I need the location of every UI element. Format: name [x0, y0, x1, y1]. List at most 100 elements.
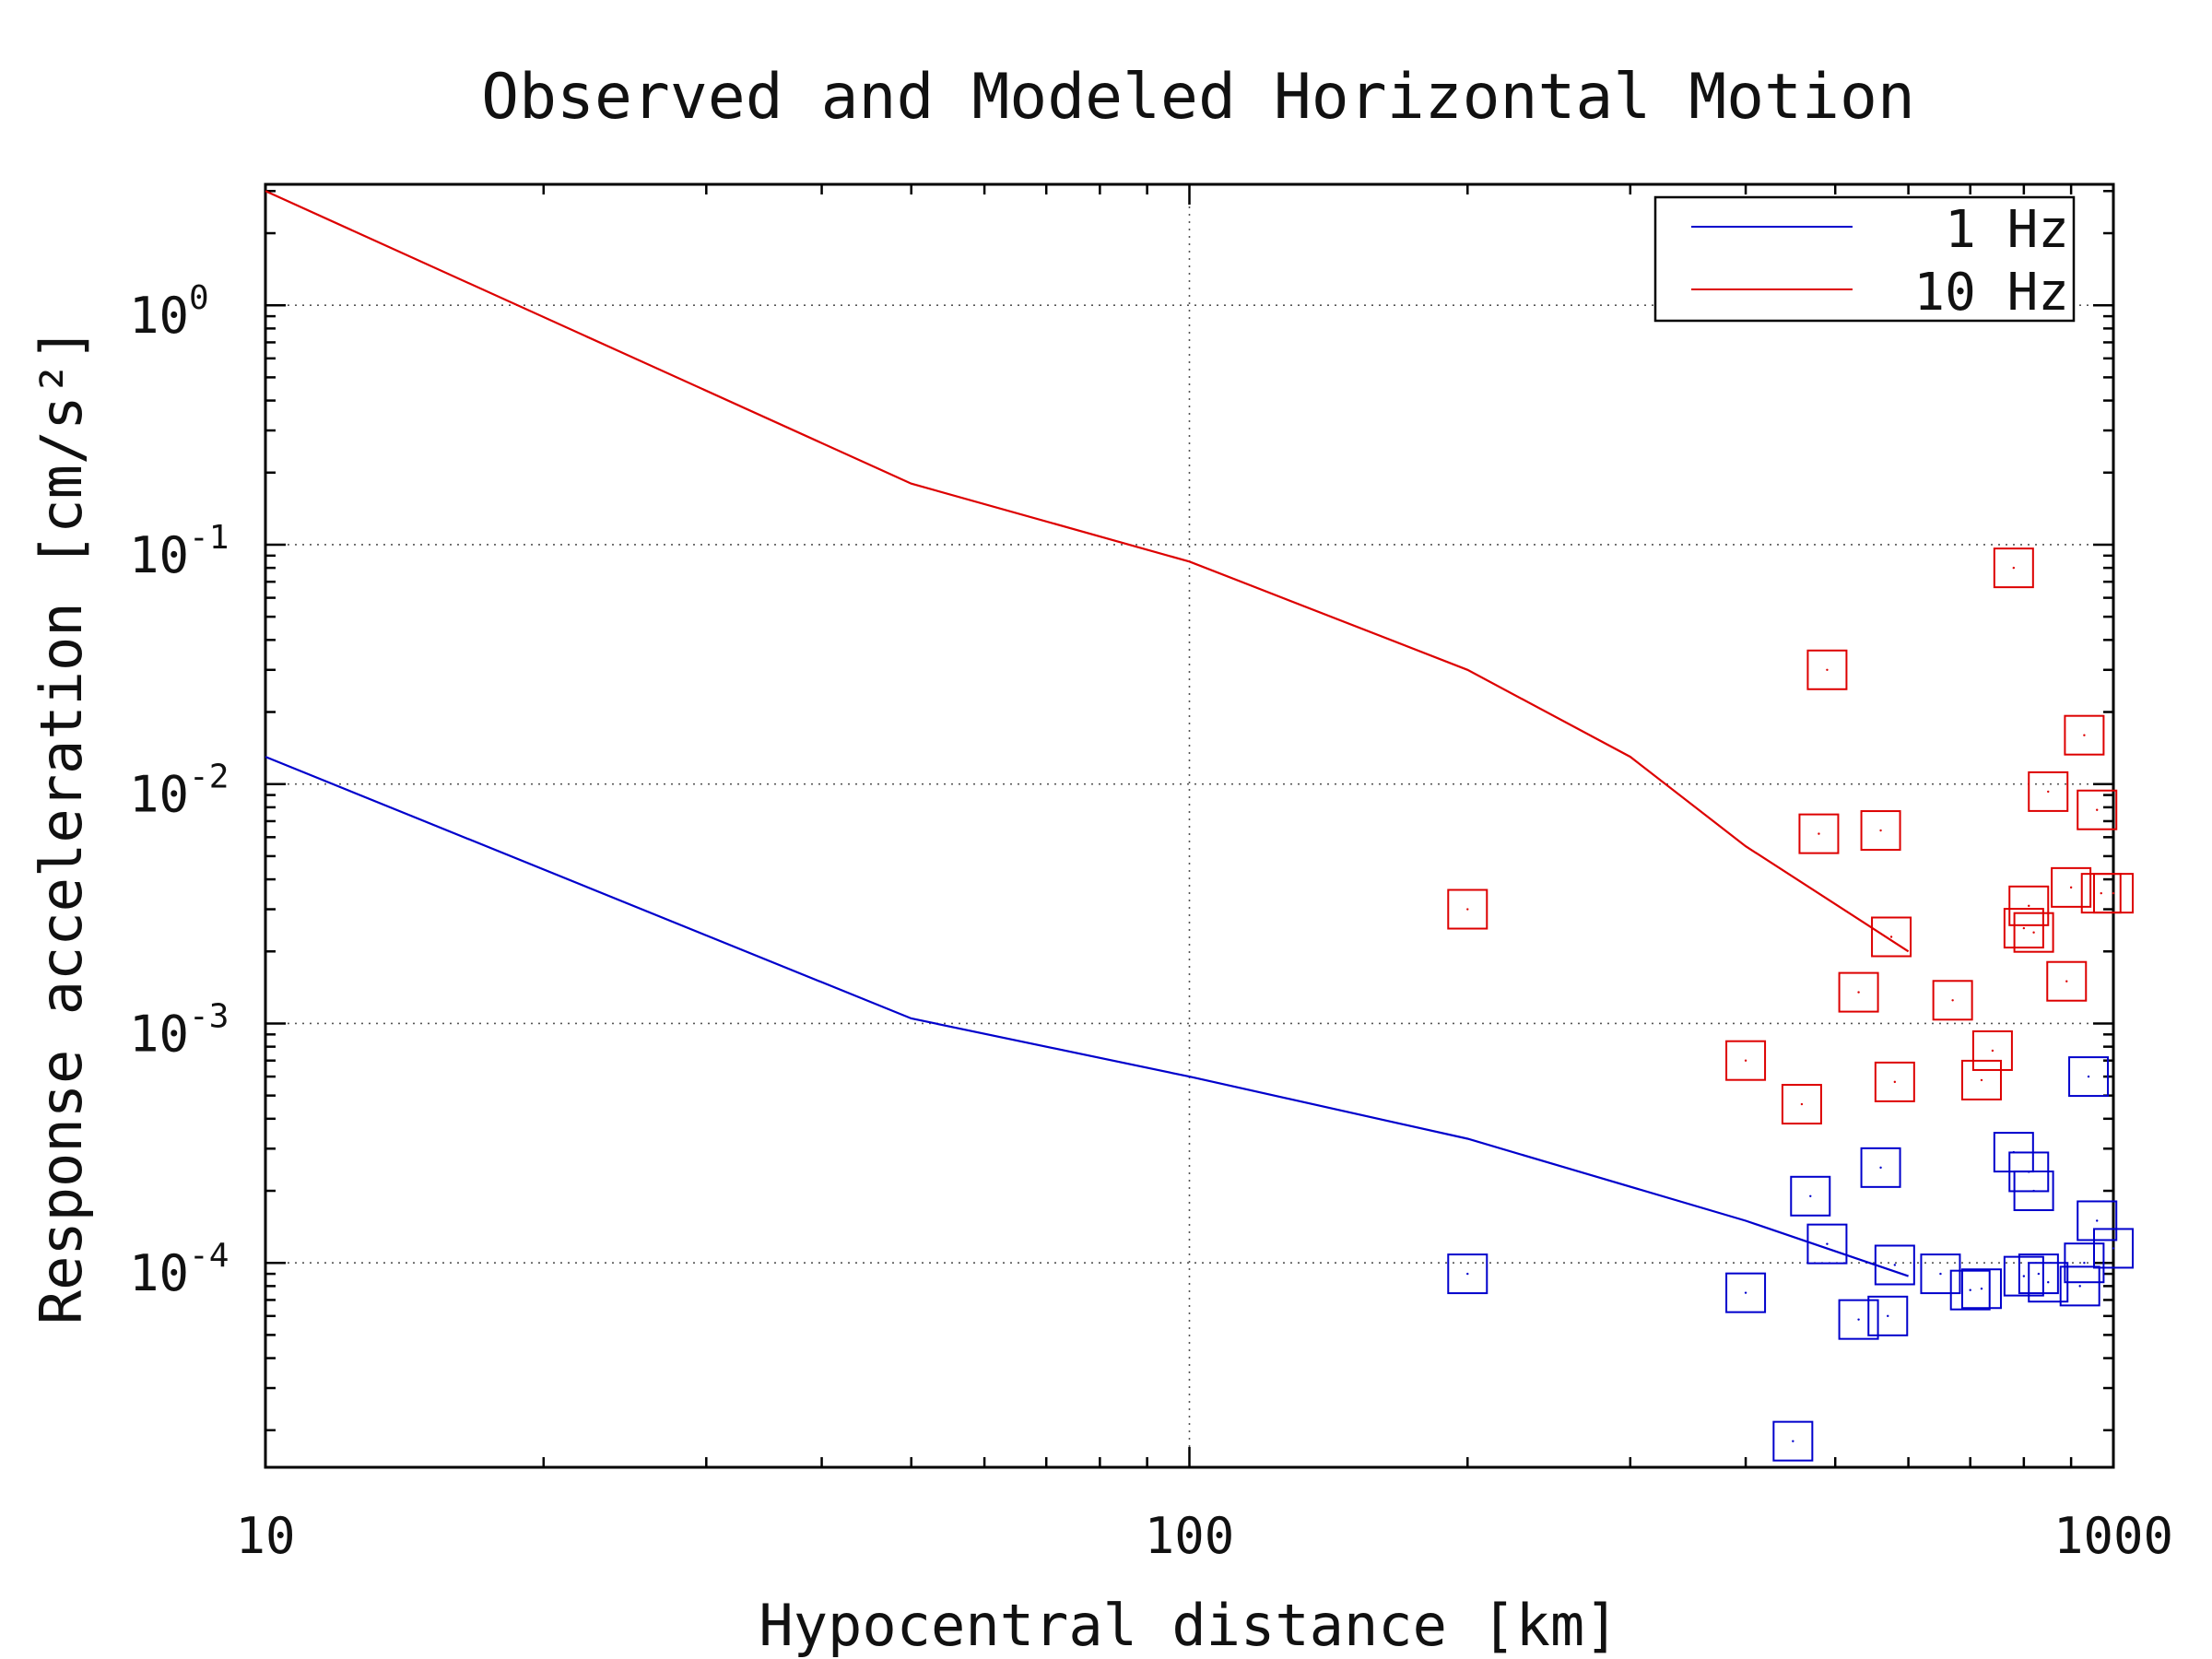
data-point-dot [1879, 1166, 1882, 1170]
series-line-1hz [265, 756, 1909, 1277]
data-point-marker [1874, 1244, 1915, 1286]
x-axis-label: Hypocentral distance [km] [759, 1592, 1618, 1659]
series-layer [265, 190, 2134, 1462]
data-point-marker [1798, 813, 1840, 854]
data-point-marker [2093, 873, 2134, 914]
data-point-dot [2022, 1275, 2026, 1277]
data-point-dot [2112, 1247, 2115, 1250]
data-point-marker [2077, 1200, 2118, 1241]
data-point-marker [1993, 547, 2034, 589]
data-point-dot [2032, 1189, 2035, 1193]
data-point-dot [2022, 926, 2026, 930]
data-point-marker [1920, 1253, 1961, 1295]
data-point-marker [2013, 912, 2054, 953]
data-point-marker [2068, 1056, 2110, 1098]
data-point-dot [1980, 1078, 1983, 1082]
data-point-marker [1871, 916, 1912, 958]
x-tick-label: 10 [235, 1507, 295, 1565]
data-point-marker [1874, 1061, 1915, 1102]
y-tick-label: 100 [129, 279, 209, 345]
data-point-marker [1960, 1059, 2002, 1100]
data-point-marker [1447, 1253, 1488, 1295]
data-point-marker [2018, 1253, 2059, 1295]
data-point-marker [2051, 866, 2092, 908]
data-point-dot [1857, 1318, 1860, 1321]
data-point-dot [1826, 1242, 1829, 1245]
data-point-marker [2046, 960, 2088, 1002]
data-point-dot [2112, 891, 2115, 895]
series-line-10hz [265, 190, 1910, 953]
data-point-dot [2096, 1219, 2099, 1222]
legend-label-10hz: 10 Hz [1913, 263, 2069, 323]
data-point-marker [1725, 1272, 1767, 1313]
data-point-marker [1790, 1175, 1831, 1217]
plot-frame [264, 182, 2115, 1469]
data-point-dot [2083, 1262, 2086, 1265]
data-point-dot [2037, 1272, 2041, 1276]
data-point-dot [2012, 566, 2016, 570]
data-point-dot [1826, 668, 1829, 671]
data-point-dot [1466, 1272, 1469, 1276]
y-tick-label: 10-1 [129, 519, 229, 584]
data-point-dot [2047, 790, 2050, 794]
data-point-marker [2028, 771, 2069, 812]
data-point-dot [2028, 904, 2030, 908]
data-point-dot [2096, 808, 2099, 811]
data-point-marker [1838, 1299, 1879, 1340]
data-point-dot [2078, 1285, 2081, 1288]
chart-title: Observed and Modeled Horizontal Motion [481, 61, 1915, 134]
data-point-dot [2069, 886, 2073, 889]
data-point-marker [2013, 1171, 2054, 1212]
data-point-dot [1792, 1440, 1794, 1442]
data-point-marker [1860, 810, 1901, 852]
data-point-dot [1800, 1102, 1804, 1106]
legend-label-1hz: 1 Hz [1945, 200, 2069, 260]
legend: 1 Hz 10 Hz [1653, 195, 2076, 323]
data-point-dot [1951, 999, 1954, 1002]
data-point-dot [2032, 931, 2035, 934]
data-point-dot [1466, 908, 1469, 911]
data-point-dot [2087, 1075, 2090, 1078]
data-point-marker [2064, 714, 2105, 756]
data-point-dot [1857, 991, 1860, 994]
data-point-marker [2003, 1255, 2044, 1297]
y-axis-label: Response acceleration [cm/s²] [28, 327, 95, 1325]
data-point-dot [2065, 980, 2068, 982]
data-point-dot [1893, 1264, 1897, 1266]
data-point-dot [2083, 734, 2086, 736]
data-point-marker [1867, 1295, 1909, 1336]
data-point-dot [1969, 1288, 1971, 1291]
data-point-dot [1818, 832, 1820, 835]
data-point-marker [1806, 649, 1848, 690]
data-point-dot [1991, 1049, 1994, 1053]
data-point-dot [1980, 1288, 1983, 1290]
data-point-dot [1887, 1314, 1889, 1318]
y-tick-label: 10-2 [129, 759, 229, 824]
data-point-marker [2059, 1265, 2100, 1307]
data-point-marker [1860, 1147, 1901, 1188]
data-point-marker [2003, 908, 2044, 949]
data-point-marker [2008, 885, 2050, 926]
data-point-marker [1772, 1420, 1814, 1462]
data-point-dot [1893, 1080, 1897, 1084]
grid-layer [265, 184, 2113, 1467]
data-point-marker [1960, 1268, 2002, 1310]
y-tick-label: 10-4 [129, 1237, 229, 1302]
data-point-dot [1744, 1059, 1747, 1062]
data-point-marker [2093, 1228, 2134, 1269]
x-tick-label: 1000 [2053, 1507, 2173, 1565]
data-point-dot [1809, 1194, 1812, 1198]
data-point-dot [1889, 935, 1893, 938]
data-point-marker [1725, 1040, 1767, 1081]
data-point-marker [1838, 971, 1879, 1013]
data-point-dot [2100, 891, 2102, 895]
data-point-marker [2077, 789, 2118, 830]
data-point-dot [1879, 829, 1882, 832]
data-point-dot [1744, 1291, 1747, 1294]
x-tick-label: 100 [1145, 1507, 1235, 1565]
data-point-dot [1939, 1272, 1942, 1276]
tick-label-layer: 10 100 1000 100 10-1 10-2 10-3 10-4 [129, 279, 2173, 1565]
data-point-marker [1932, 980, 1973, 1021]
